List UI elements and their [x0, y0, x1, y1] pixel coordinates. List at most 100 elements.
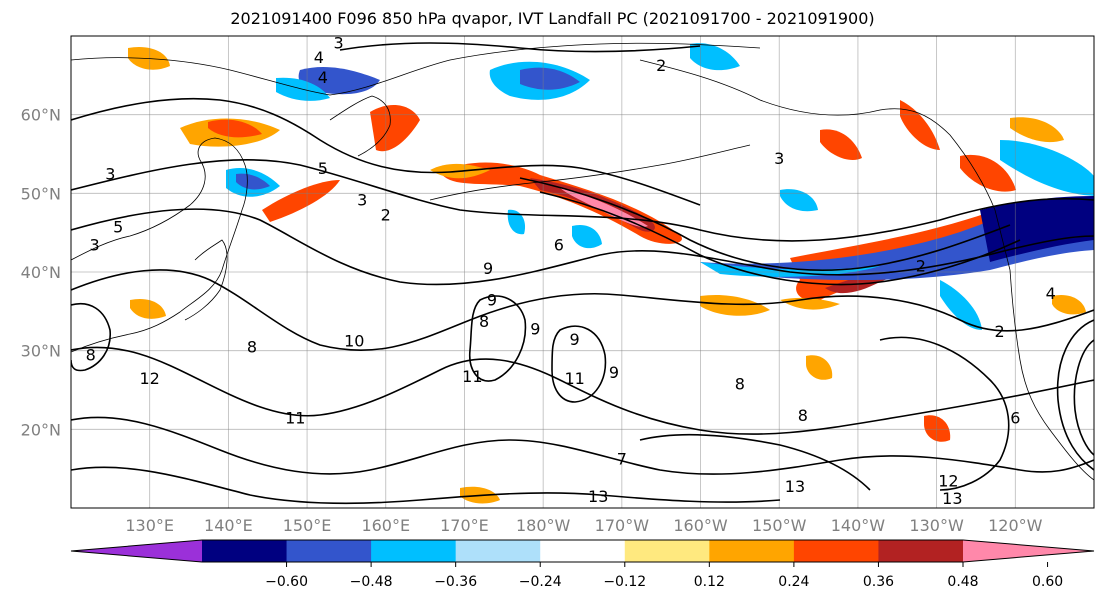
negative-anomaly-region [780, 189, 818, 212]
contour-label: 2 [994, 322, 1004, 341]
contour-line [639, 433, 871, 491]
coastline-kamchatka [329, 95, 391, 157]
colorbar-tick-label: 0.60 [1032, 574, 1063, 590]
colorbar-tick-label: 0.48 [947, 574, 978, 590]
lat-tick-label: 60°N [21, 106, 61, 125]
coastline-asia [71, 137, 248, 353]
contour-line [551, 325, 607, 403]
contour-label: 4 [314, 48, 324, 67]
lat-tick-label: 50°N [21, 184, 61, 203]
colorbar-outline [70, 539, 1095, 563]
contour-line [1073, 339, 1094, 456]
contour-label: 13 [785, 477, 805, 496]
contour-line [539, 191, 1021, 286]
contour-label: 2 [916, 257, 926, 276]
colorbar-tick-label: −0.36 [434, 574, 477, 590]
colorbar-segment [455, 540, 541, 562]
contour-label: 11 [285, 409, 305, 428]
lat-tick-label: 20°N [21, 420, 61, 439]
colorbar-segment [540, 540, 626, 562]
colorbar-segment [371, 540, 457, 562]
positive-anomaly-region [262, 180, 340, 222]
lon-tick-label: 150°E [283, 516, 332, 535]
coastline-aleutians [429, 144, 751, 201]
lat-tick-label: 30°N [21, 342, 61, 361]
contour-label: 10 [344, 331, 364, 350]
lon-tick-label: 150°W [752, 516, 807, 535]
lon-tick-label: 170°W [595, 516, 650, 535]
contour-label: 6 [1010, 409, 1020, 428]
contour-label: 7 [617, 449, 627, 468]
lon-tick-label: 180°W [516, 516, 571, 535]
contour-label: 2 [656, 56, 666, 75]
negative-anomaly-region [236, 173, 270, 190]
contour-line [1056, 319, 1094, 471]
lon-tick-label: 160°W [673, 516, 728, 535]
positive-anomaly-region [960, 154, 1016, 192]
contour-label: 3 [90, 235, 100, 254]
longitude-labels: 130°E 140°E 150°E 160°E 170°E 180°W 170°W 160°W… [125, 516, 1042, 535]
negative-anomaly-region [690, 43, 740, 71]
positive-anomaly-region [130, 298, 166, 319]
negative-anomaly-region [572, 224, 602, 249]
contour-label: 9 [487, 291, 497, 310]
positive-anomaly-region [924, 415, 951, 442]
colorbar: −0.60 −0.48 −0.36 −0.24 −0.12 0.12 0.24 0.36 0.4… [70, 539, 1095, 590]
colorbar-extend-min [71, 540, 202, 562]
positive-anomaly-region [806, 355, 833, 380]
colorbar-tick-label: 0.24 [778, 574, 809, 590]
lon-tick-label: 160°E [361, 516, 410, 535]
contour-line [71, 346, 1094, 435]
colorbar-extend-max [963, 540, 1094, 562]
negative-anomaly-region [940, 280, 982, 330]
coastline-north-america [1009, 269, 1094, 481]
lon-tick-label: 140°W [831, 516, 886, 535]
contour-label: 9 [530, 320, 540, 339]
coastline-siberia [71, 42, 761, 96]
contour-line [879, 336, 1010, 491]
lon-tick-label: 140°E [204, 516, 253, 535]
contour-label: 12 [938, 471, 958, 490]
colorbar-segment [793, 540, 879, 562]
contour-line [469, 295, 527, 382]
positive-anomaly-region [370, 105, 420, 152]
negative-anomaly-region [507, 209, 526, 235]
lon-tick-label: 130°E [125, 516, 174, 535]
colorbar-segment [878, 540, 964, 562]
contour-label: 11 [564, 369, 584, 388]
negative-anomaly-region [1000, 140, 1094, 196]
negative-anomaly-region [520, 67, 580, 90]
positive-anomaly-region [560, 188, 648, 227]
contour-label: 8 [479, 312, 489, 331]
contour-label: 3 [774, 149, 784, 168]
coastline-japan [184, 239, 228, 321]
colorbar-segment [624, 540, 710, 562]
colorbar-tick-label: −0.48 [350, 574, 393, 590]
colorbar-tick-label: 0.12 [694, 574, 725, 590]
contour-label: 13 [588, 487, 608, 506]
latitude-labels: 60°N 50°N 40°N 30°N 20°N [21, 106, 61, 440]
contour-label: 8 [798, 406, 808, 425]
coastline-alaska [639, 59, 1011, 271]
positive-anomaly-region [820, 129, 862, 161]
contour-label: 8 [86, 346, 96, 365]
colorbar-tick-label: −0.24 [519, 574, 562, 590]
colorbar-tick-label: 0.36 [863, 574, 894, 590]
contour-label: 9 [609, 363, 619, 382]
contour-label: 5 [318, 159, 328, 178]
contour-label: 3 [105, 165, 115, 184]
lat-tick-label: 40°N [21, 263, 61, 282]
positive-anomaly-region [700, 294, 770, 316]
contour-lines [71, 42, 1094, 505]
contour-line [71, 97, 701, 206]
contour-label: 11 [462, 367, 482, 386]
positive-anomaly-region [900, 100, 940, 150]
colorbar-segment [202, 540, 288, 562]
positive-anomaly-region [208, 119, 262, 138]
contour-line [71, 416, 1094, 475]
figure-title: 2021091400 F096 850 hPa qvapor, IVT Land… [230, 9, 875, 28]
contour-label: 3 [333, 33, 343, 52]
